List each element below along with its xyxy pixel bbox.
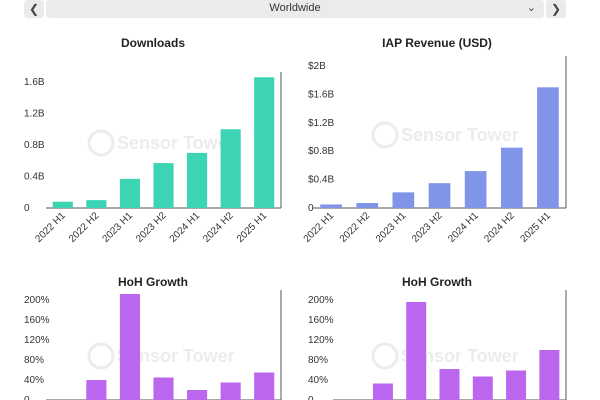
chart-panel-2: Sensor Tower IAP Revenue (USD) 0 $0.4B $0.8B…: [302, 36, 567, 245]
bar: [86, 380, 107, 400]
y-tick-label: 0: [24, 395, 30, 400]
y-tick-label: 80%: [24, 355, 44, 366]
bar: [506, 370, 527, 400]
y-tick-label: $0.8B: [308, 146, 334, 157]
y-tick-label: 120%: [24, 335, 50, 346]
x-tick-label: 2022 H2: [338, 210, 373, 245]
watermark-logo-icon: [87, 342, 115, 370]
bar: [254, 77, 275, 209]
y-tick-label: 80%: [308, 355, 328, 366]
bar: [220, 382, 241, 400]
top-bar: ❮ Worldwide ⌄ ❯: [0, 0, 600, 20]
x-tick-label: 2024 H1: [168, 210, 203, 245]
watermark-text: Sensor Tower: [117, 346, 235, 366]
y-tick-label: 1.6B: [24, 77, 45, 88]
chart-title: HoH Growth: [118, 275, 188, 289]
bar: [254, 372, 275, 400]
next-button[interactable]: ❯: [546, 0, 566, 18]
y-tick-label: $0.4B: [308, 175, 334, 186]
x-tick-label: 2022 H1: [33, 210, 68, 245]
x-tick-label: 2024 H1: [446, 210, 481, 245]
sensor-tower-watermark: Sensor Tower: [371, 342, 519, 370]
watermark-logo-icon: [371, 121, 399, 149]
chevron-left-icon: ❮: [28, 2, 40, 16]
region-dropdown[interactable]: Worldwide ⌄: [46, 0, 544, 18]
watermark-text: Sensor Tower: [117, 133, 235, 153]
bar: [464, 171, 487, 208]
y-tick-label: 40%: [24, 375, 44, 386]
x-tick-label: 2023 H2: [410, 210, 445, 245]
bar: [119, 178, 140, 208]
bar: [392, 192, 415, 208]
bar: [500, 147, 523, 208]
y-tick-label: 40%: [308, 375, 328, 386]
bar: [356, 203, 379, 208]
watermark-text: Sensor Tower: [401, 346, 519, 366]
chart-title: IAP Revenue (USD): [382, 36, 492, 50]
chart-panel-3: Sensor Tower HoH Growth 0 40% 80% 120% 160% 200…: [24, 275, 282, 400]
x-tick-label: 2025 H1: [519, 210, 554, 245]
x-tick-label: 2023 H2: [134, 210, 169, 245]
x-tick-label: 2024 H2: [201, 210, 236, 245]
bar: [153, 163, 174, 208]
bar: [472, 376, 493, 400]
bar: [187, 152, 208, 208]
bar: [52, 201, 73, 208]
chevron-right-icon: ❯: [550, 2, 562, 16]
chart-title: Downloads: [121, 36, 185, 50]
y-tick-label: 160%: [308, 315, 334, 326]
y-tick-label: 1.2B: [24, 109, 45, 120]
previous-button[interactable]: ❮: [24, 0, 44, 18]
watermark-text: Sensor Tower: [401, 125, 519, 145]
sensor-tower-watermark: Sensor Tower: [87, 342, 235, 370]
chevron-down-icon: ⌄: [526, 2, 536, 14]
bar: [153, 377, 174, 400]
y-tick-label: 0: [308, 203, 314, 214]
x-tick-label: 2023 H1: [101, 210, 136, 245]
y-tick-label: 120%: [308, 335, 334, 346]
bar: [187, 390, 208, 400]
y-tick-label: 160%: [24, 315, 50, 326]
x-tick-label: 2024 H2: [482, 210, 517, 245]
chart-panel-1: Sensor Tower Downloads 0 0.4B 0.8B 1.2B 1.6B 20…: [24, 36, 282, 245]
y-tick-label: 0: [24, 203, 30, 214]
y-tick-label: $1.2B: [308, 118, 334, 129]
bar: [406, 302, 427, 400]
sensor-tower-watermark: Sensor Tower: [371, 121, 519, 149]
x-tick-label: 2025 H1: [235, 210, 270, 245]
x-tick-label: 2023 H1: [374, 210, 409, 245]
y-tick-label: $1.6B: [308, 89, 334, 100]
bar: [372, 383, 393, 400]
y-tick-label: 0.8B: [24, 140, 45, 151]
bar: [220, 129, 241, 208]
y-tick-label: 0.4B: [24, 172, 45, 183]
bar: [86, 200, 107, 208]
y-tick-label: 200%: [308, 295, 334, 306]
bar: [537, 87, 559, 208]
bar: [539, 350, 560, 400]
watermark-logo-icon: [371, 342, 399, 370]
sensor-tower-watermark: Sensor Tower: [87, 129, 235, 157]
y-tick-label: 0: [308, 395, 314, 400]
bar: [320, 204, 342, 208]
bar: [428, 183, 451, 208]
x-tick-label: 2022 H2: [67, 210, 102, 245]
bar: [439, 369, 460, 400]
chart-title: HoH Growth: [402, 275, 472, 289]
x-tick-label: 2022 H1: [302, 210, 337, 245]
watermark-logo-icon: [87, 129, 115, 157]
y-tick-label: 200%: [24, 295, 50, 306]
chart-panel-4: Sensor Tower HoH Growth 0 40% 80% 120% 160% 200…: [308, 275, 567, 400]
bar: [119, 294, 140, 400]
y-tick-label: $2B: [308, 61, 326, 72]
region-label: Worldwide: [269, 2, 321, 14]
